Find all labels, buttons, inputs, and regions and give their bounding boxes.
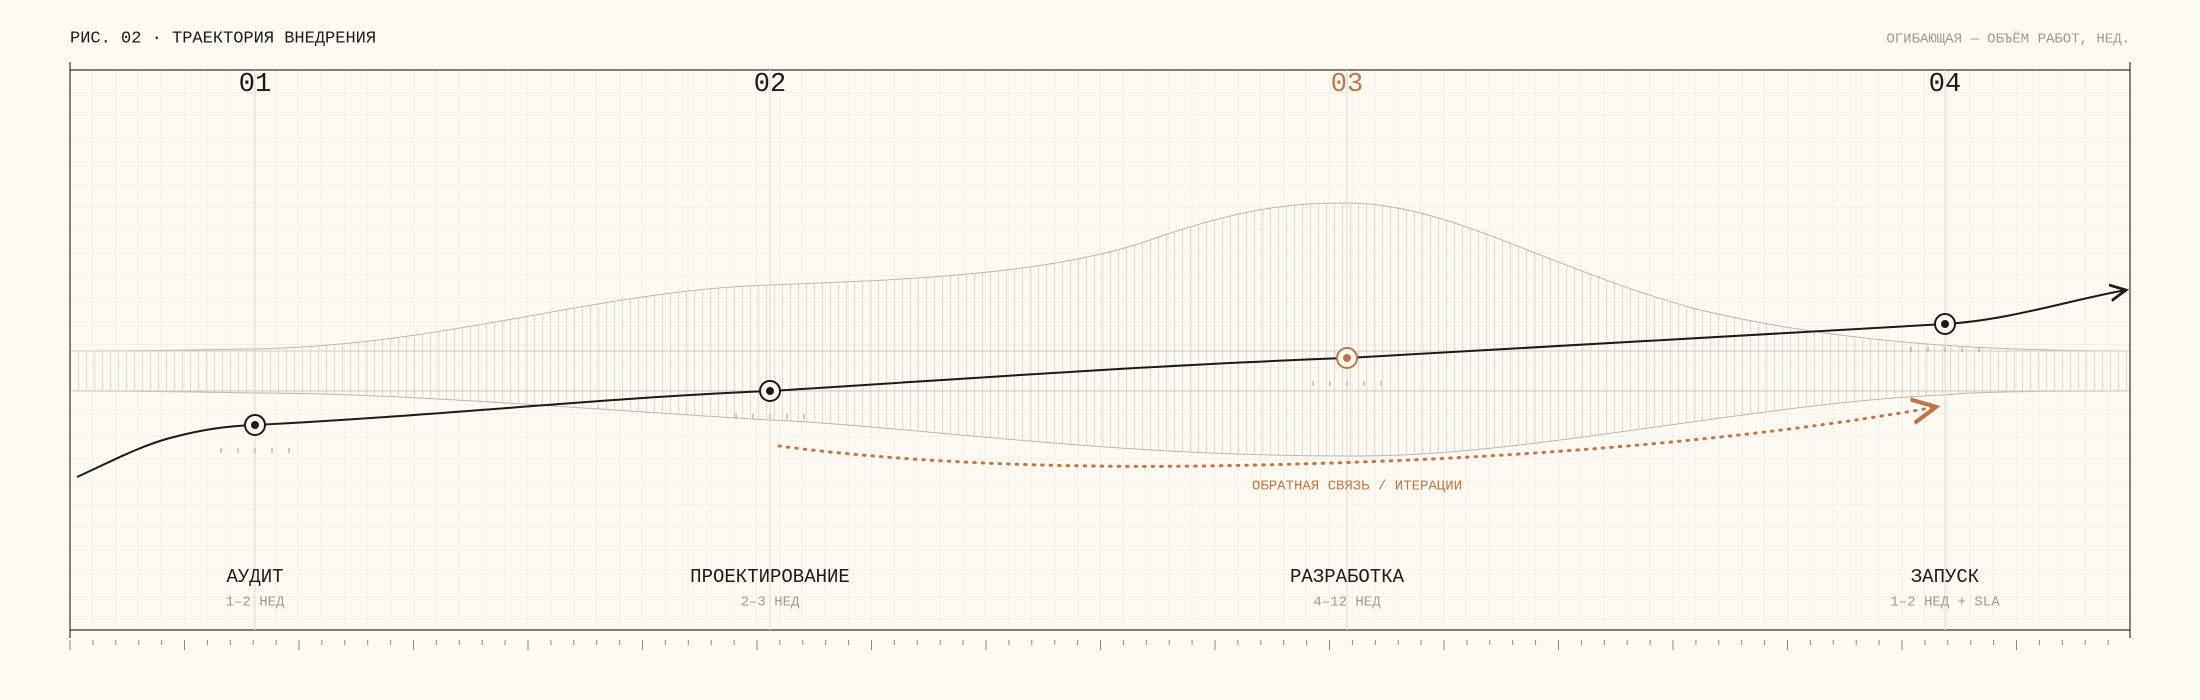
trajectory <box>76 290 2126 478</box>
ruler <box>69 640 2109 650</box>
stage-name: РАЗРАБОТКА <box>1290 566 1405 588</box>
stage-number: 01 <box>239 70 271 100</box>
stage-number: 03 <box>1331 70 1363 100</box>
envelope-lower <box>69 390 2131 457</box>
feedback-label: ОБРАТНАЯ СВЯЗЬ / ИТЕРАЦИИ <box>1252 479 1462 495</box>
envelope-upper <box>69 202 2131 352</box>
stage-marker-dot <box>251 421 259 429</box>
stage-name: ЗАПУСК <box>1911 566 1979 588</box>
stage-number: 02 <box>754 70 786 100</box>
stage-name: АУДИТ <box>226 566 283 588</box>
stage-duration: 2–3 НЕД <box>741 595 800 611</box>
stages: 01 АУДИТ 1–2 НЕД 02 ПРОЕКТИРОВАНИЕ 2–3 НЕД 03 Р… <box>220 70 2000 611</box>
title: РИС. 02 · ТРАЕКТОРИЯ ВНЕДРЕНИЯ <box>70 29 376 48</box>
stage-marker-dot <box>1941 320 1949 328</box>
stage-duration: 1–2 НЕД + SLA <box>1890 595 2000 611</box>
stage-duration: 1–2 НЕД <box>226 595 285 611</box>
stage-name: ПРОЕКТИРОВАНИЕ <box>690 566 850 588</box>
stage-marker-dot <box>1343 354 1351 362</box>
stage-duration: 4–12 НЕД <box>1313 595 1381 611</box>
note: ОГИБАЮЩАЯ — ОБЪЁМ РАБОТ, НЕД. <box>1886 30 2130 48</box>
feedback-curve <box>777 407 1936 468</box>
stage-marker-dot <box>766 387 774 395</box>
stage-number: 04 <box>1929 70 1961 100</box>
